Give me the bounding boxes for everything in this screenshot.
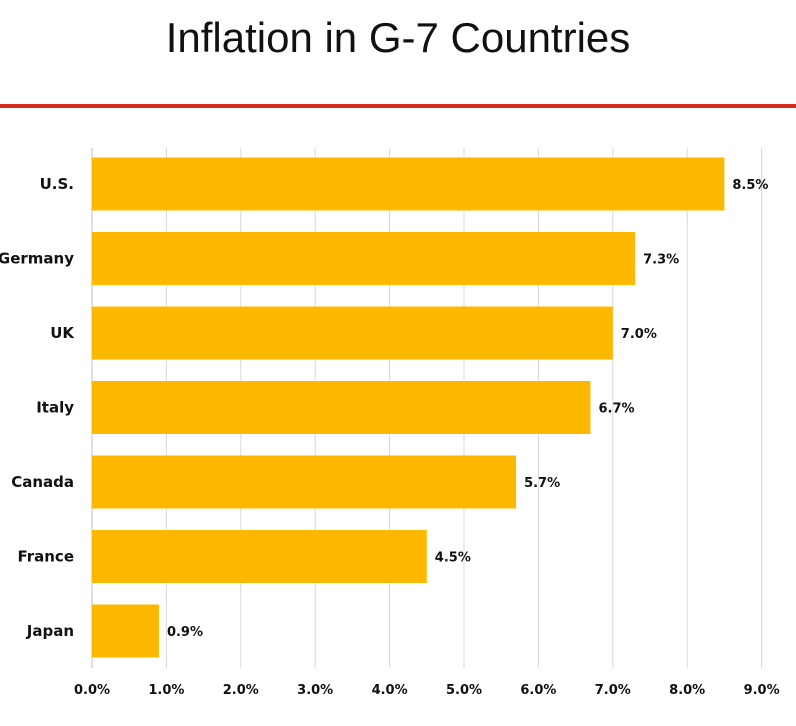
x-tick-label: 6.0% [520,683,556,698]
bar [92,604,159,658]
category-label: Italy [36,399,74,417]
chart-title: Inflation in G-7 Countries [165,14,631,61]
category-label: France [17,548,74,566]
bar [92,157,725,211]
category-label: Japan [26,622,74,640]
value-label: 6.7% [598,402,634,417]
x-tick-label: 1.0% [148,683,184,698]
value-label: 7.3% [643,253,679,268]
value-label: 0.9% [167,625,203,640]
x-tick-label: 8.0% [669,683,705,698]
bar [92,455,517,509]
x-tick-label: 3.0% [297,683,333,698]
value-label: 4.5% [435,551,471,566]
value-label: 5.7% [524,476,560,491]
category-label: U.S. [40,175,74,193]
bar [92,306,613,360]
title-divider [0,104,796,108]
category-label: UK [50,324,75,342]
x-tick-label: 5.0% [446,683,482,698]
x-tick-label: 7.0% [595,683,631,698]
bar [92,530,427,583]
x-tick-label: 2.0% [223,683,259,698]
bar [92,381,591,434]
value-label: 7.0% [621,327,657,342]
category-label: Canada [11,473,74,491]
bar [92,232,636,285]
x-tick-label: 9.0% [744,683,780,698]
category-label: Germany [0,250,74,268]
x-tick-label: 4.0% [372,683,408,698]
x-tick-label: 0.0% [74,683,110,698]
value-label: 8.5% [732,178,768,193]
